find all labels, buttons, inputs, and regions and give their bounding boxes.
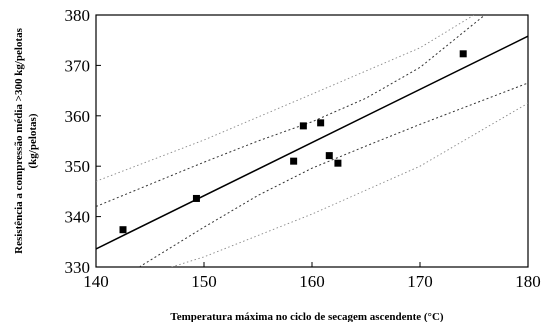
data-point <box>192 194 200 202</box>
x-tick-label: 150 <box>191 272 217 291</box>
data-point <box>334 159 342 167</box>
y-tick-label: 360 <box>65 107 91 126</box>
data-point <box>317 119 325 127</box>
x-axis-title: Temperatura máxima no ciclo de secagem a… <box>170 311 443 322</box>
prediction-upper-line <box>96 15 475 182</box>
confidence-upper-line <box>96 15 486 207</box>
confidence-lower-line <box>138 82 528 267</box>
x-tick-label: 160 <box>299 272 325 291</box>
x-tick-label: 140 <box>83 272 109 291</box>
data-point <box>325 152 333 160</box>
data-points <box>119 50 467 234</box>
regression-fit-line <box>96 35 528 250</box>
y-axis-title-line-1: Resistência a compressão média >300 kg/p… <box>13 27 25 253</box>
interval-bands <box>96 15 528 267</box>
y-tick-label: 330 <box>65 258 91 277</box>
x-tick-label: 180 <box>515 272 541 291</box>
y-tick-label: 380 <box>65 6 91 25</box>
y-tick-label: 370 <box>65 56 91 75</box>
data-point <box>459 50 467 58</box>
data-point <box>119 226 127 234</box>
data-point <box>299 122 307 130</box>
y-tick-label: 340 <box>65 208 91 227</box>
y-axis-title-line-2: (kg/pelotas) <box>27 113 39 168</box>
data-point <box>290 157 298 165</box>
x-axis-ticks: 140 150 160 170 180 <box>83 262 541 291</box>
fit-line-group <box>96 35 528 250</box>
y-tick-label: 350 <box>65 157 91 176</box>
y-axis-ticks: 330 340 350 360 370 380 <box>65 6 101 277</box>
x-tick-label: 170 <box>407 272 433 291</box>
